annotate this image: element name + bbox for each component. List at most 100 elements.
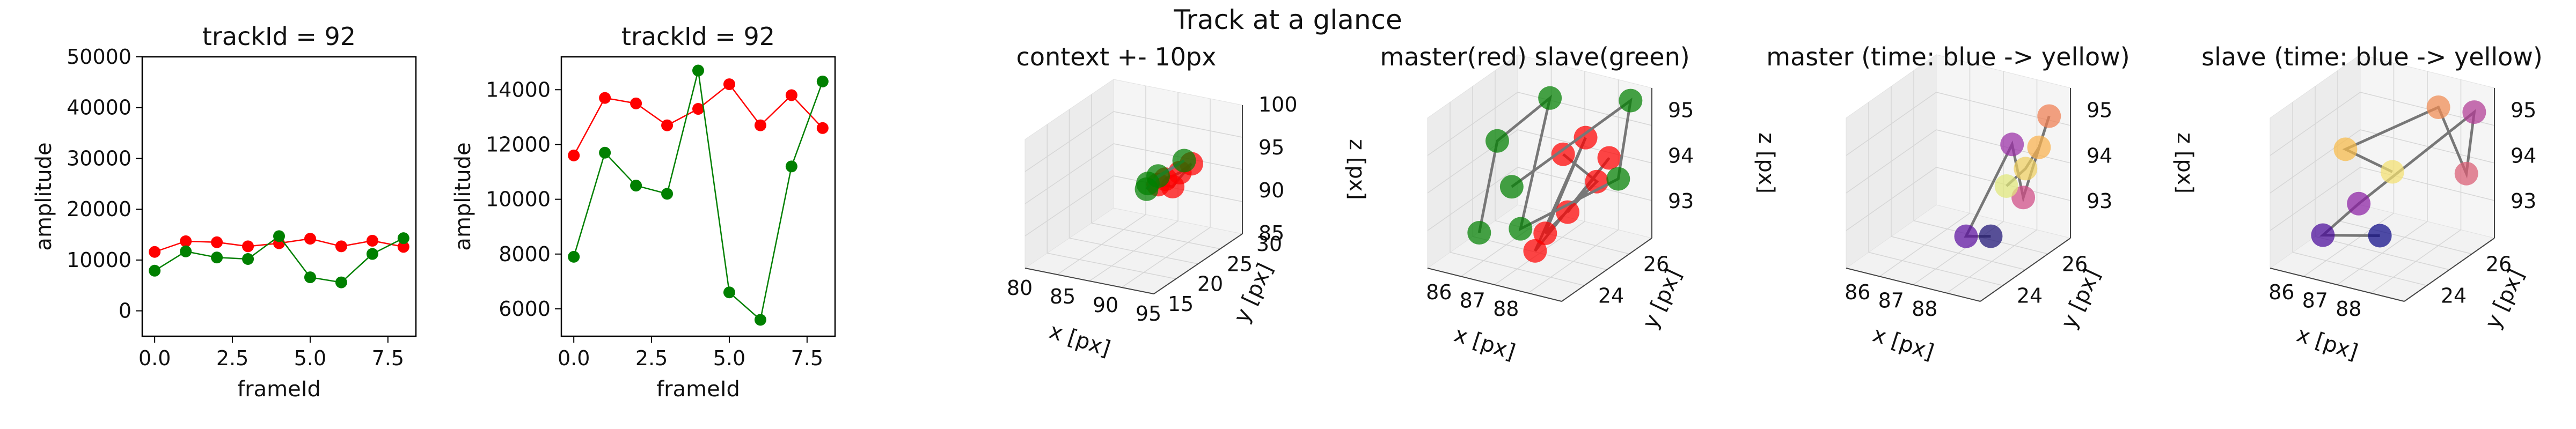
line-chart-1: trackId = 92 frameId amplitude 0.0 2.5 5.0 7.5… [32, 22, 417, 402]
x-tick-label: 88 [1912, 297, 1937, 321]
data-point [2454, 161, 2478, 186]
data-point [1619, 88, 1643, 113]
chart-title: trackId = 92 [202, 22, 356, 51]
y-tick-label: 10000 [486, 188, 551, 211]
x-tick-label: 7.5 [372, 346, 404, 370]
z-tick-label: 93 [2087, 189, 2112, 213]
y-tick-label: 6000 [499, 297, 551, 321]
y-tick-label: 10000 [67, 248, 131, 272]
z-axis-label: z [px] [2172, 132, 2197, 194]
z-axis-label: z [px] [1344, 139, 1369, 200]
chart-title: master(red) slave(green) [1380, 42, 1689, 71]
x-tick-label: 80 [1007, 276, 1033, 300]
z-tick-label: 95 [2087, 98, 2112, 122]
data-point [723, 78, 735, 91]
data-point [2380, 160, 2404, 184]
y-tick-label: 8000 [499, 242, 551, 266]
x-tick-label: 86 [1426, 280, 1452, 304]
y-tick-label: 0 [119, 299, 131, 323]
data-point [785, 89, 797, 101]
x-axis-label: x [px] [2294, 322, 2361, 365]
data-point [397, 241, 409, 253]
x-tick-label: 95 [1136, 302, 1161, 326]
grid-line [1528, 229, 1619, 294]
data-point [661, 188, 674, 200]
grid-line [2315, 236, 2450, 270]
data-point [1597, 146, 1621, 170]
x-axis-label: frameId [656, 377, 740, 402]
data-point [723, 286, 735, 299]
x-tick-label: 7.5 [791, 346, 823, 370]
data-point [1499, 175, 1524, 199]
x-axis-label: x [px] [1870, 322, 1937, 365]
z-tick-label: 90 [1258, 179, 1284, 202]
data-point [2011, 186, 2036, 210]
z-tick-label: 93 [1668, 189, 1694, 213]
data-point [692, 103, 704, 115]
data-point [2333, 137, 2358, 161]
y-tick-label: 26 [2062, 253, 2088, 276]
data-point [1523, 239, 1547, 263]
y-tick-label: 15 [1168, 292, 1194, 316]
y-tick-label: 25 [1227, 252, 1253, 276]
data-point [2014, 157, 2038, 181]
grid-line [1069, 238, 1198, 264]
y-tick-label: 26 [2486, 253, 2512, 276]
data-point [2311, 223, 2335, 247]
x-tick-label: 5.0 [294, 346, 326, 370]
data-point [692, 64, 704, 77]
chart-title: context +- 10px [1016, 42, 1217, 71]
x-tick-label: 87 [2302, 289, 2328, 312]
grid-line [1121, 227, 1211, 288]
z-tick-label: 94 [1668, 144, 1694, 167]
data-point [149, 246, 161, 258]
x-tick-label: 87 [1878, 289, 1904, 312]
y-tick-label: 24 [1598, 284, 1624, 308]
x-axis-label: x [px] [1451, 322, 1518, 365]
x-tick-label: 86 [2268, 280, 2294, 304]
axis-edge [2404, 238, 2495, 302]
data-point [180, 235, 192, 247]
grid-line [2337, 220, 2472, 255]
plot-frame [141, 56, 417, 337]
grid-line [1024, 143, 1114, 204]
data-point [1556, 200, 1580, 224]
x-tick-label: 5.0 [713, 346, 745, 370]
grid-line [1891, 236, 2026, 270]
data-point [2037, 104, 2061, 128]
data-point [754, 314, 766, 326]
x-tick-label: 87 [1460, 289, 1485, 312]
grid-line [1091, 223, 1220, 249]
y-tick-label: 30 [1256, 232, 1282, 256]
x-axis-label: frameId [237, 377, 321, 402]
grid-line [1024, 111, 1114, 172]
z-tick-label: 93 [2511, 189, 2536, 213]
data-point [366, 234, 378, 247]
z-tick-label: 95 [2511, 98, 2536, 122]
y-tick-label: 12000 [486, 132, 551, 156]
data-point [304, 233, 316, 245]
z-tick-label: 94 [2087, 144, 2112, 167]
z-tick-label: 95 [1258, 136, 1284, 159]
data-point [630, 180, 642, 192]
axis-edge [1561, 238, 1652, 302]
data-point [754, 119, 766, 131]
data-point [366, 248, 378, 260]
y-tick-label: 14000 [486, 78, 551, 101]
data-point [816, 75, 829, 87]
data-point [1574, 125, 1598, 150]
data-point [2368, 224, 2392, 248]
data-point [1136, 172, 1160, 196]
data-point [599, 92, 611, 104]
data-point [2426, 95, 2450, 119]
axis-edge [2270, 268, 2405, 302]
data-point [1509, 217, 1533, 241]
z-tick-label: 100 [1258, 93, 1298, 116]
data-point [2347, 191, 2371, 216]
data-point [2462, 100, 2486, 124]
axis-edge [1024, 268, 1154, 294]
chart-title: slave (time: blue -> yellow) [2201, 42, 2543, 71]
